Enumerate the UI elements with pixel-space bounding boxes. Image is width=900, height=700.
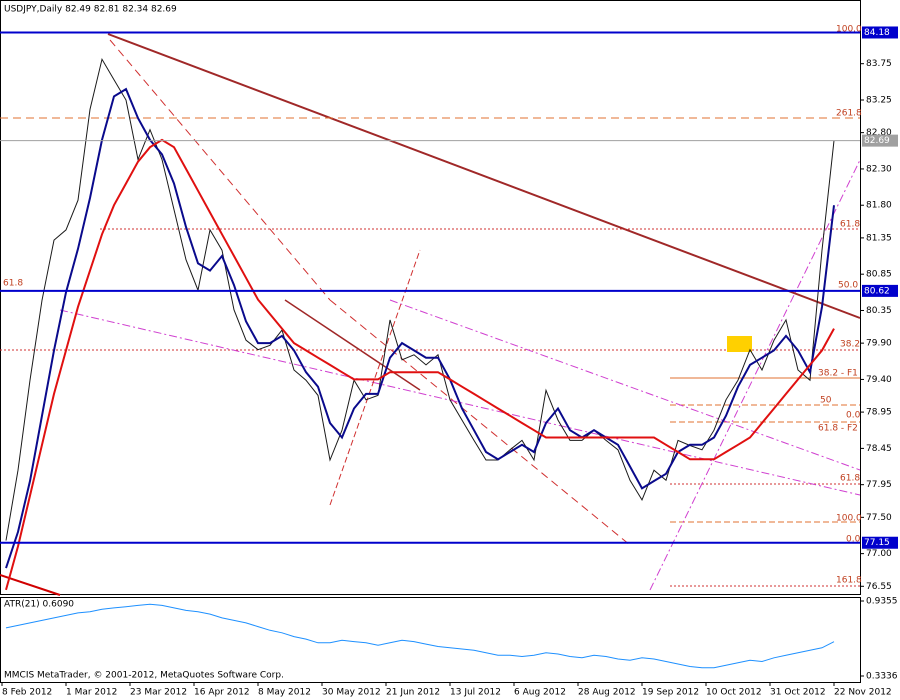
drawings (0, 33, 861, 596)
atr-line (5, 603, 835, 669)
y-tick-label: 83.75 (866, 59, 892, 69)
fib-label: 100.0 (836, 25, 862, 35)
atr-tick-label: 0.9355 (866, 597, 898, 607)
channel (329, 249, 421, 506)
price-label-box (862, 536, 898, 549)
y-tick-label: 82.80 (866, 128, 892, 138)
fib-label: 61.8 (3, 279, 23, 289)
x-tick-label: 23 Mar 2012 (130, 688, 187, 698)
x-tick-label: 13 Jul 2012 (450, 688, 501, 698)
fib-label: 0.0 (846, 411, 861, 421)
x-tick-label: 1 Mar 2012 (66, 688, 117, 698)
atr-tick-label: 0.3336 (866, 672, 898, 682)
x-tick-label: 8 Feb 2012 (2, 688, 52, 698)
main-panel (0, 0, 861, 595)
atr-title: ATR(21) 0.6090 (4, 600, 74, 610)
y-tick-label: 79.90 (866, 339, 892, 349)
x-tick-label: 31 Oct 2012 (770, 688, 826, 698)
x-tick-label: 30 May 2012 (322, 688, 381, 698)
fib-label: 161.8 (836, 576, 862, 586)
y-tick-label: 80.85 (866, 270, 892, 280)
y-tick-label: 76.55 (866, 582, 892, 592)
fib-label: 38.2 (840, 340, 860, 350)
fib-label: 50 (820, 396, 832, 406)
x-tick-label: 6 Aug 2012 (514, 688, 566, 698)
header: USDJPY,Daily 82.49 82.81 82.34 82.69 (4, 5, 177, 15)
fib-label: 38.2 - F1 (818, 369, 858, 379)
price-label-box (862, 26, 898, 39)
x-tick-label: 21 Jun 2012 (386, 688, 440, 698)
footer: MMCIS MetaTrader, © 2001-2012, MetaQuote… (4, 671, 284, 681)
y-tick-label: 82.30 (866, 164, 892, 174)
price-label: 82.69 (864, 136, 890, 146)
price-line (5, 57, 835, 541)
fib-label: 61.8 (840, 220, 860, 230)
fib-label: 261.8 (836, 109, 862, 119)
x-tick-label: 22 Nov 2012 (834, 688, 892, 698)
y-tick-label: 78.95 (866, 408, 892, 418)
fib-label: 61.8 - F2 (818, 424, 858, 434)
channel (109, 39, 331, 301)
price-label: 84.18 (864, 28, 890, 38)
fib-label: 61.8 (840, 474, 860, 484)
price-label: 77.15 (864, 538, 890, 548)
channel (389, 299, 861, 471)
x-tick-label: 28 Aug 2012 (578, 688, 636, 698)
y-tick-label: 79.40 (866, 375, 892, 385)
x-tick-label: 19 Sep 2012 (642, 688, 699, 698)
fib-label: 50.0 (838, 281, 858, 291)
price-label-box (862, 284, 898, 297)
fib-label: 100.0 (836, 514, 862, 524)
price-line (5, 138, 835, 591)
y-tick-label: 80.35 (866, 306, 892, 316)
highlight-box (727, 336, 752, 352)
x-tick-label: 16 Apr 2012 (194, 688, 250, 698)
y-tick-label: 78.45 (866, 444, 892, 454)
price-line (5, 87, 835, 569)
x-tick-label: 10 Oct 2012 (706, 688, 762, 698)
atr-panel (0, 597, 861, 683)
price-label-box (862, 134, 898, 147)
y-tick-label: 81.35 (866, 233, 892, 243)
trend-line (284, 299, 421, 391)
y-tick-label: 77.50 (866, 513, 892, 523)
y-tick-label: 83.25 (866, 95, 892, 105)
price-label: 80.62 (864, 286, 890, 296)
x-tick-label: 8 May 2012 (258, 688, 311, 698)
y-tick-label: 77.95 (866, 480, 892, 490)
channel (59, 309, 861, 496)
trend-line (107, 33, 861, 319)
y-tick-label: 81.80 (866, 201, 892, 211)
fib-label: 0.0 (846, 535, 861, 545)
y-tick-label: 77.00 (866, 549, 892, 559)
